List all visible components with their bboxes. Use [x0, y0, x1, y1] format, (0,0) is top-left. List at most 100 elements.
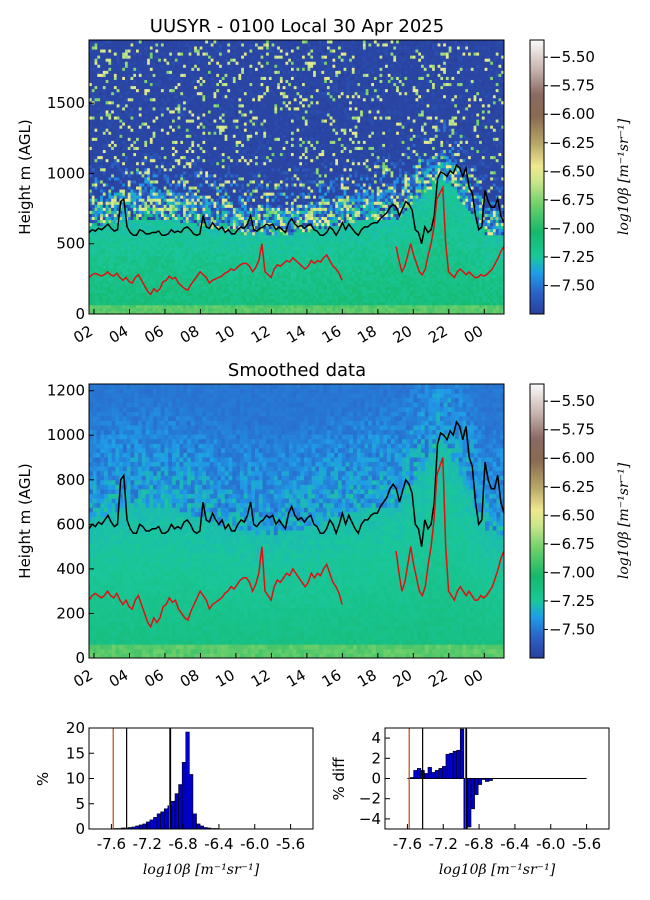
heatmap-cell	[152, 253, 156, 257]
heatmap-cell	[476, 280, 480, 284]
heatmap-cell	[133, 219, 137, 224]
heatmap-cell	[216, 253, 220, 257]
heatmap-cell	[191, 259, 195, 263]
heatmap-cell	[437, 250, 441, 254]
heatmap-cell	[462, 292, 466, 297]
heatmap-cell	[111, 247, 115, 251]
heatmap-cell	[385, 310, 389, 315]
heatmap-cell	[490, 216, 494, 221]
heatmap-cell	[89, 259, 93, 263]
heatmap-cell	[255, 216, 259, 221]
heatmap-cell	[191, 304, 195, 309]
heatmap-cell	[324, 243, 328, 248]
heatmap-cell	[326, 283, 331, 287]
heatmap-cell	[434, 304, 438, 309]
heatmap-cell	[354, 253, 358, 257]
heatmap-cell	[205, 243, 209, 248]
heatmap-cell	[443, 243, 447, 248]
heatmap-cell	[108, 250, 112, 254]
heatmap-cell	[183, 228, 187, 233]
heatmap-cell	[174, 283, 178, 287]
heatmap-cell	[235, 253, 239, 257]
heatmap-cell	[127, 216, 131, 221]
heatmap-cell	[268, 262, 272, 266]
heatmap-cell	[338, 253, 342, 257]
heatmap-cell	[130, 237, 134, 242]
heatmap-cell	[219, 216, 223, 221]
heatmap-cell	[196, 289, 201, 294]
heatmap-cell	[340, 268, 344, 272]
heatmap-cell	[465, 265, 469, 269]
heatmap-cell	[324, 256, 328, 260]
heatmap-cell	[346, 247, 350, 251]
heatmap-cell	[412, 277, 416, 281]
heatmap-cell	[459, 295, 463, 300]
heatmap-cell	[202, 310, 206, 315]
heatmap-cell	[246, 237, 250, 242]
heatmap-cell	[227, 304, 231, 309]
heatmap-cell	[257, 271, 261, 275]
heatmap-cell	[166, 307, 170, 312]
heatmap-cell	[313, 225, 317, 230]
heatmap-cell	[468, 262, 472, 266]
heatmap-cell	[141, 268, 145, 272]
heatmap-cell	[404, 234, 408, 239]
heatmap-cell	[238, 219, 242, 224]
heatmap-cell	[368, 262, 372, 266]
heatmap-cell	[418, 283, 422, 287]
heatmap-cell	[130, 292, 134, 297]
heatmap-cell	[199, 310, 203, 315]
heatmap-cell	[324, 277, 328, 281]
heatmap-cell	[390, 222, 394, 227]
heatmap-cell	[102, 216, 106, 221]
heatmap-cell	[407, 286, 411, 291]
heatmap-cell	[183, 277, 187, 281]
heatmap-cell	[249, 234, 253, 239]
heatmap-cell	[354, 274, 358, 278]
heatmap-cell	[409, 253, 414, 257]
heatmap-cell	[235, 277, 239, 281]
heatmap-cell	[490, 237, 494, 242]
heatmap-cell	[100, 210, 104, 214]
heatmap-cell	[97, 234, 101, 239]
heatmap-cell	[437, 262, 441, 266]
heatmap-cell	[357, 283, 361, 287]
heatmap-cell	[357, 219, 361, 224]
heatmap-cell	[315, 301, 320, 306]
heatmap-cell	[479, 289, 483, 294]
heatmap-cell	[315, 307, 320, 312]
heatmap-cell	[282, 231, 286, 236]
heatmap-cell	[152, 265, 156, 269]
heatmap-cell	[382, 277, 386, 281]
heatmap-cell	[260, 228, 264, 233]
heatmap-cell	[138, 265, 142, 269]
heatmap-cell	[409, 216, 414, 221]
heatmap-cell	[163, 228, 167, 233]
heatmap-cell	[360, 304, 364, 309]
heatmap-cell	[271, 250, 275, 254]
heatmap-cell	[487, 292, 491, 297]
heatmap-cell	[271, 262, 275, 266]
heatmap-cell	[487, 259, 491, 263]
heatmap-cell	[495, 253, 499, 257]
heatmap-cell	[191, 268, 195, 272]
heatmap-cell	[263, 250, 267, 254]
heatmap-cell	[180, 280, 184, 284]
heatmap-cell	[116, 268, 120, 272]
heatmap-cell	[343, 213, 347, 217]
heatmap-cell	[119, 256, 123, 260]
heatmap-cell	[246, 222, 250, 227]
heatmap-cell	[108, 243, 112, 248]
heatmap-cell	[368, 250, 372, 254]
heatmap-cell	[149, 259, 154, 263]
heatmap-cell	[116, 259, 120, 263]
heatmap-cell	[490, 213, 494, 217]
heatmap-cell	[329, 268, 333, 272]
heatmap-cell	[119, 283, 123, 287]
heatmap-cell	[382, 274, 386, 278]
heatmap-cell	[340, 237, 344, 242]
heatmap-cell	[415, 298, 419, 303]
heatmap-cell	[174, 219, 178, 224]
heatmap-cell	[338, 277, 342, 281]
heatmap-cell	[97, 213, 101, 217]
